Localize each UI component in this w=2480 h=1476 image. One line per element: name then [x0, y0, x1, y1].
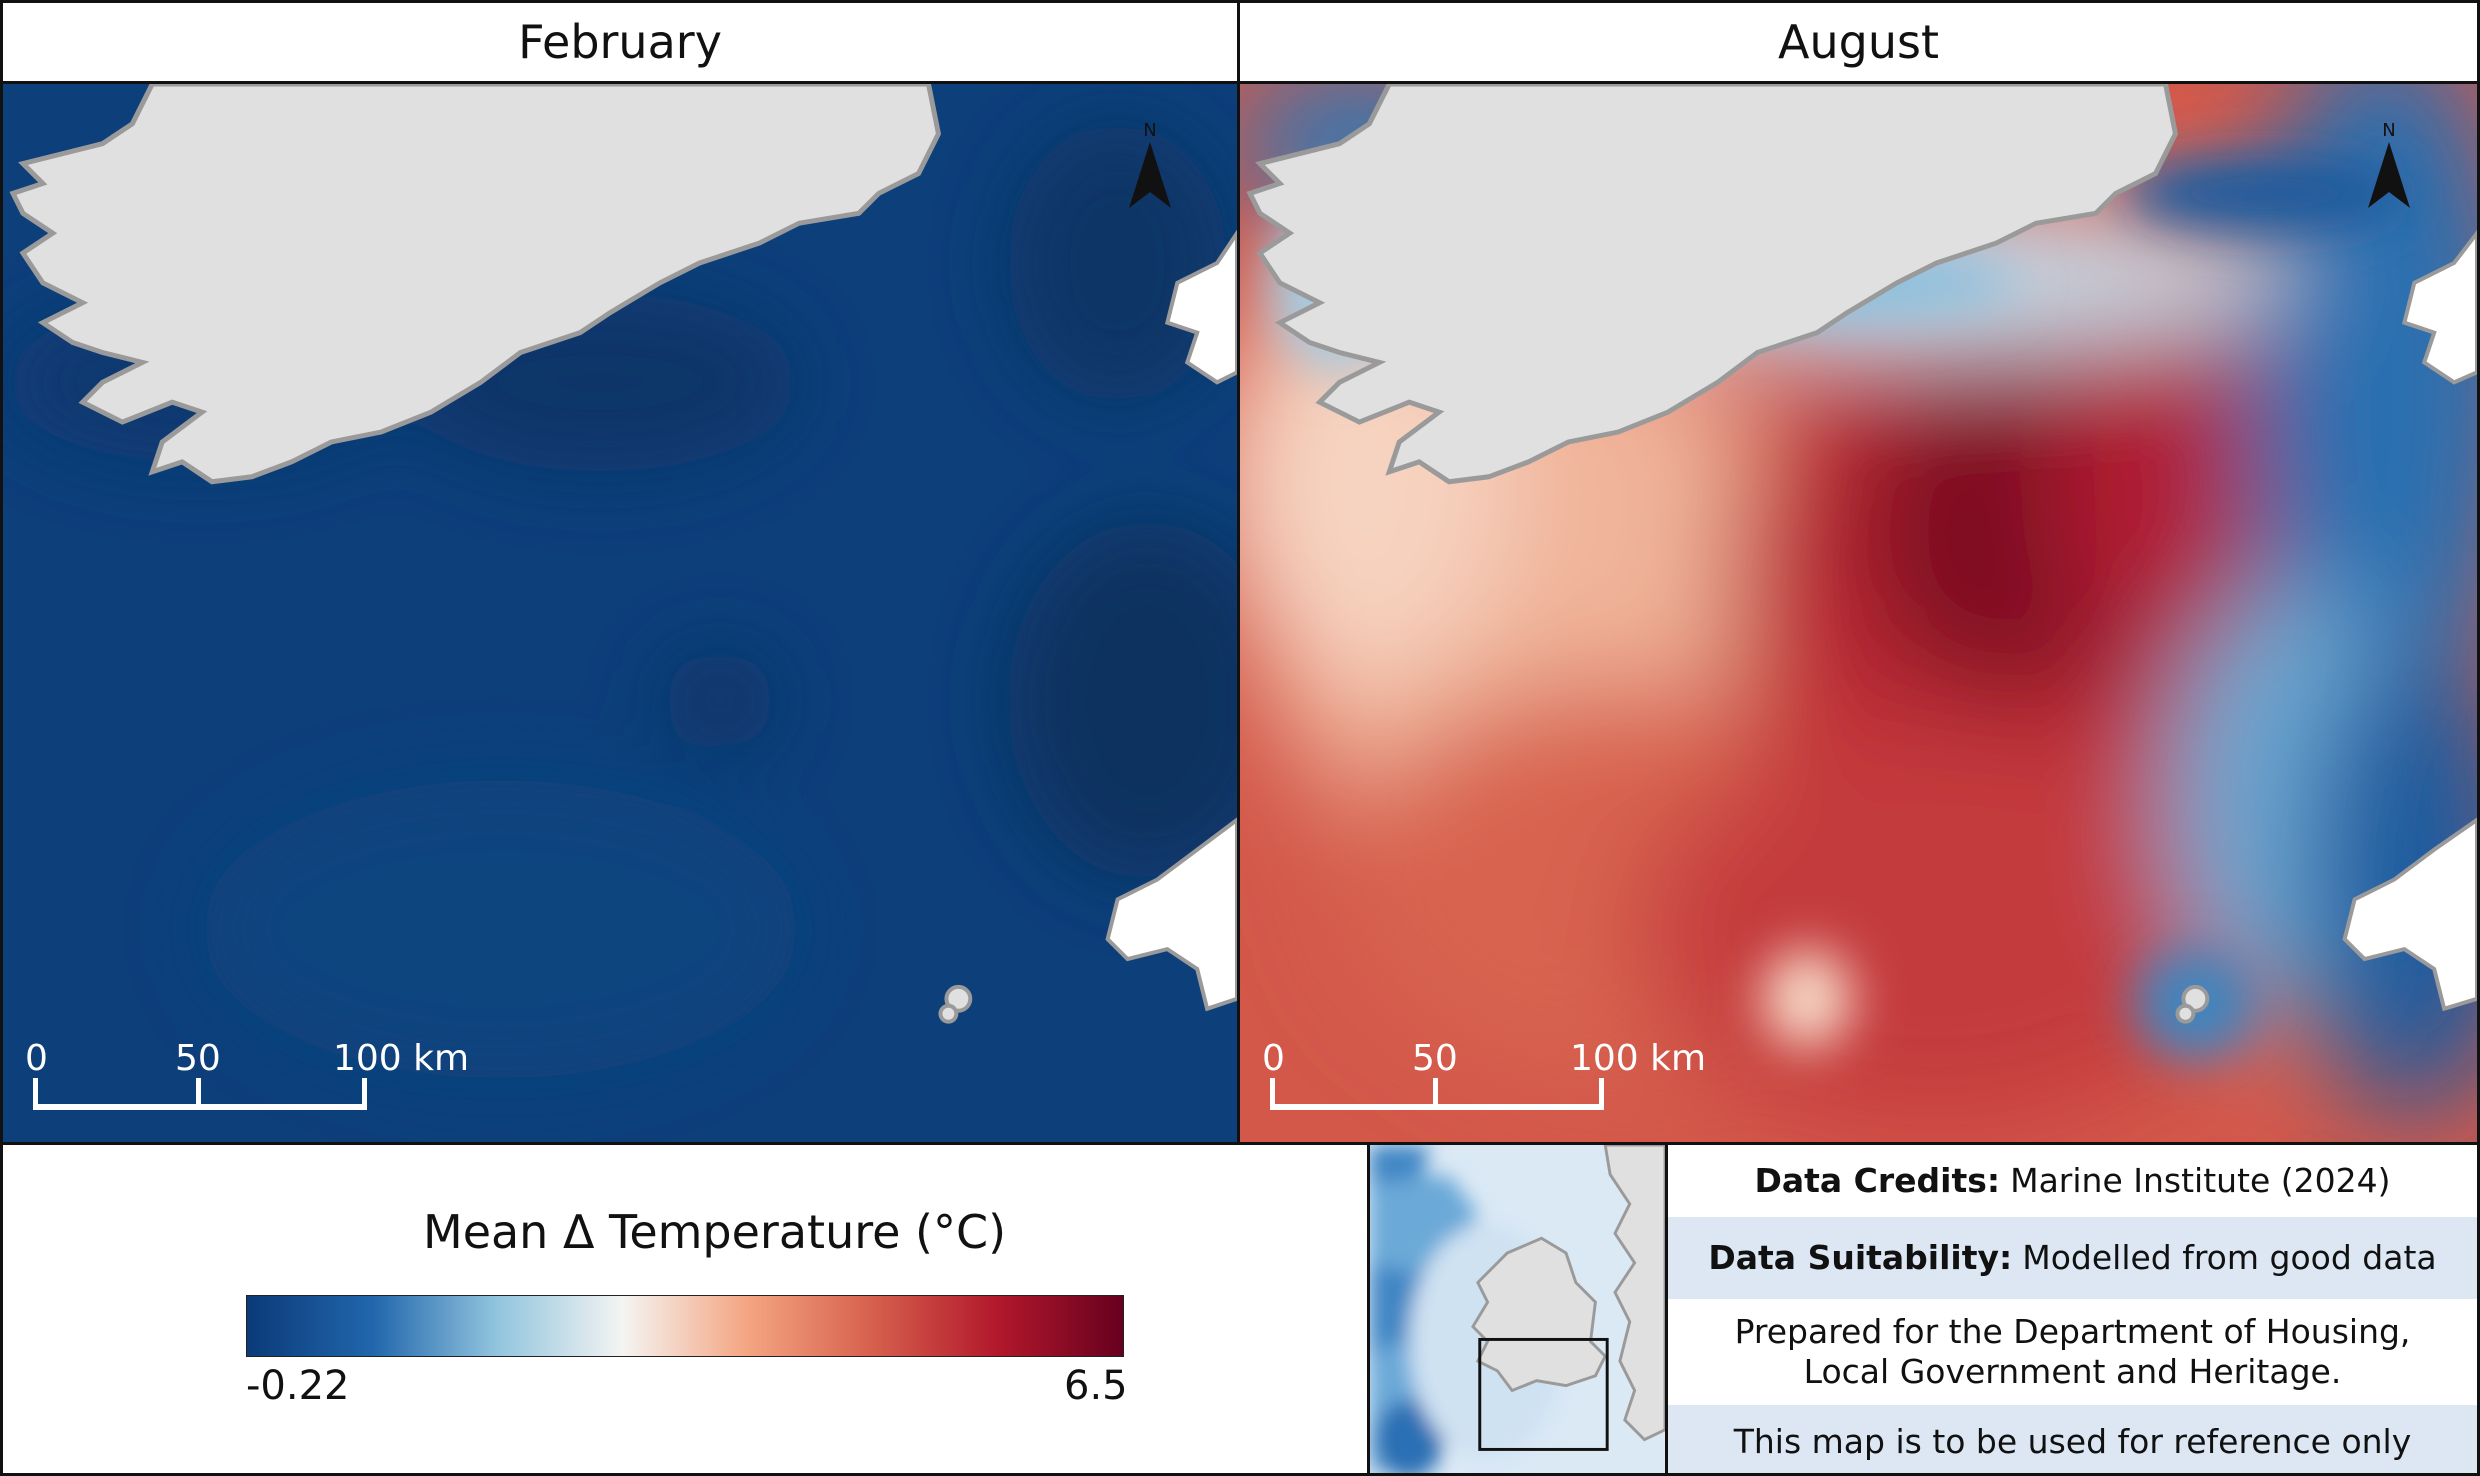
cornwall-landmass [1105, 817, 1237, 1012]
august-north-arrow: N [2364, 120, 2414, 210]
wales-landmass [1164, 229, 1237, 385]
reference-note: This map is to be used for reference onl… [1733, 1422, 2412, 1461]
scale-tick-50 [196, 1078, 201, 1110]
scale-label-50: 50 [175, 1038, 221, 1079]
scale-tick-100 [362, 1078, 367, 1110]
ireland-landmass [9, 84, 942, 485]
legend-max-label: 6.5 [1064, 1363, 1128, 1409]
august-map[interactable]: N 0 50 100 km [1237, 81, 2480, 1145]
scale-label-100: 100 km [333, 1038, 470, 1079]
inset-extent-box [1478, 1337, 1609, 1451]
august-title-text: August [1778, 15, 1939, 69]
north-label: N [1143, 120, 1157, 141]
february-panel-title: February [0, 0, 1240, 84]
north-label-august: N [2382, 120, 2396, 141]
prepared-line-2: Local Government and Heritage. [1803, 1352, 2342, 1391]
legend-panel: Mean Δ Temperature (°C) -0.22 6.5 [0, 1142, 1370, 1476]
scale-tick-0-august [1270, 1078, 1275, 1110]
reference-note-row: This map is to be used for reference onl… [1668, 1405, 2477, 1473]
data-suitability-row: Data Suitability: Modelled from good data [1668, 1217, 2477, 1299]
scilly-isles [938, 984, 973, 1024]
data-suitability-value: Modelled from good data [2022, 1238, 2437, 1277]
data-suitability-label: Data Suitability: [1708, 1238, 2013, 1277]
data-credits-value: Marine Institute (2024) [2010, 1161, 2391, 1200]
february-map-canvas [3, 84, 1237, 1142]
inset-britain [1603, 1145, 1665, 1442]
inset-map-canvas [1370, 1145, 1665, 1473]
inset-ireland [1471, 1236, 1608, 1393]
ireland-landmass-august [1246, 84, 2179, 485]
scale-tick-50-august [1433, 1078, 1438, 1110]
scale-label-0: 0 [25, 1038, 48, 1079]
scale-tick-100-august [1599, 1078, 1604, 1110]
august-map-canvas [1240, 84, 2477, 1142]
legend-color-ramp [246, 1295, 1124, 1357]
cornwall-landmass-august [2342, 817, 2477, 1012]
prepared-line-1: Prepared for the Department of Housing, [1734, 1312, 2411, 1351]
wales-landmass-august [2401, 229, 2477, 385]
february-title-text: February [518, 15, 722, 69]
prepared-for-row: Prepared for the Department of Housing, … [1668, 1299, 2477, 1405]
august-temperature-field [1240, 84, 2477, 1129]
august-scale-bar: 0 50 100 km [1262, 1038, 1706, 1118]
legend-title: Mean Δ Temperature (°C) [423, 1205, 1007, 1259]
data-credits-row: Data Credits: Marine Institute (2024) [1668, 1145, 2477, 1217]
north-arrow-icon [2368, 142, 2410, 208]
north-arrow-icon [1129, 142, 1171, 208]
february-scale-bar: 0 50 100 km [25, 1038, 469, 1118]
february-map[interactable]: N 0 50 100 km [0, 81, 1240, 1145]
february-north-arrow: N [1125, 120, 1175, 210]
credits-panel: Data Credits: Marine Institute (2024) Dat… [1665, 1142, 2480, 1476]
scale-label-50-august: 50 [1412, 1038, 1458, 1079]
scale-label-100-august: 100 km [1570, 1038, 1707, 1079]
data-credits-label: Data Credits: [1754, 1161, 2001, 1200]
scale-label-0-august: 0 [1262, 1038, 1285, 1079]
august-panel-title: August [1237, 0, 2480, 84]
inset-locator-map[interactable] [1367, 1142, 1668, 1476]
scilly-isles-august [2175, 984, 2210, 1024]
scale-tick-0 [33, 1078, 38, 1110]
legend-min-label: -0.22 [246, 1363, 350, 1409]
